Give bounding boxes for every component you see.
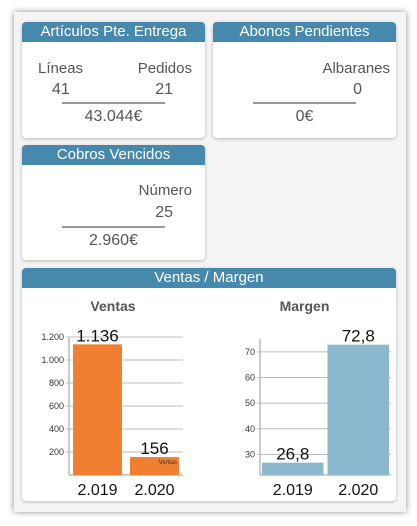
lineas-label: Líneas: [38, 60, 84, 77]
margen-y-tick-label: 70: [245, 347, 255, 357]
margen-y-tick-label: 40: [245, 424, 255, 434]
cobros-divider: [62, 226, 165, 228]
ventas-margen-card[interactable]: Ventas / Margen Ventas Margen 200 400 600 8…: [22, 268, 396, 501]
ventas-y-tick-label: 1.200: [41, 332, 64, 342]
ventas-chart-title: Ventas: [90, 298, 136, 314]
margen-chart-title: Margen: [279, 298, 330, 314]
pedidos-label: Pedidos: [137, 60, 192, 77]
margen-bar-chart: 30 40 50 60 70 26,8 2.019 72,8 2.020: [245, 327, 391, 499]
ventas-y-tick-label: 600: [49, 401, 64, 411]
ventas-y-tick-label: 200: [49, 447, 64, 457]
ventas-bar: [130, 457, 179, 475]
articulos-total: 43.044€: [84, 108, 143, 125]
lineas-value: 41: [52, 81, 70, 98]
margen-bar: [327, 344, 389, 475]
ventas-bar-chart: 200 400 600 800 1.000 1.200 1.136 2.019 156 2.020…: [41, 326, 183, 499]
abonos-card-title: Abonos Pendientes: [213, 22, 396, 42]
margen-y-tick-label: 30: [245, 449, 255, 459]
cobros-card-title: Cobros Vencidos: [22, 145, 205, 165]
articulos-card-title: Artículos Pte. Entrega: [22, 22, 205, 42]
cobros-card[interactable]: Cobros Vencidos Número 25 2.960€: [22, 145, 205, 260]
albaranes-label: Albaranes: [322, 60, 390, 77]
articulos-card[interactable]: Artículos Pte. Entrega Líneas 41 Pedidos…: [22, 22, 205, 138]
ventas-y-tick-label: 800: [49, 378, 64, 388]
dashboard-frame: Artículos Pte. Entrega Líneas 41 Pedidos…: [14, 12, 406, 512]
ventas-y-tick-label: 1.000: [41, 355, 64, 365]
ventas-value-label: 156: [140, 439, 168, 458]
abonos-card[interactable]: Abonos Pendientes Albaranes 0 0€: [213, 22, 396, 138]
pedidos-value: 21: [155, 81, 173, 98]
margen-bar: [262, 462, 324, 475]
ventas-bar: [73, 344, 122, 475]
margen-category-label: 2.020: [338, 482, 378, 499]
abonos-total: 0€: [295, 108, 314, 125]
ventas-margen-card-title: Ventas / Margen: [22, 268, 396, 288]
numero-value: 25: [155, 204, 173, 221]
cobros-total: 2.960€: [89, 232, 138, 249]
margen-category-label: 2.019: [273, 482, 313, 499]
margen-value-label: 26,8: [276, 445, 309, 464]
abonos-divider: [253, 102, 356, 104]
articulos-divider: [62, 102, 165, 104]
margen-value-label: 72,8: [342, 327, 375, 346]
margen-y-tick-label: 50: [245, 398, 255, 408]
numero-label: Número: [138, 182, 192, 199]
ventas-value-label: 1.136: [76, 326, 119, 345]
ventas-category-label: 2.019: [77, 482, 117, 499]
albaranes-value: 0: [353, 81, 362, 98]
ventas-series-tag: Ventas: [159, 460, 177, 466]
ventas-category-label: 2.020: [134, 482, 174, 499]
ventas-y-tick-label: 400: [49, 424, 64, 434]
margen-y-tick-label: 60: [245, 372, 255, 382]
